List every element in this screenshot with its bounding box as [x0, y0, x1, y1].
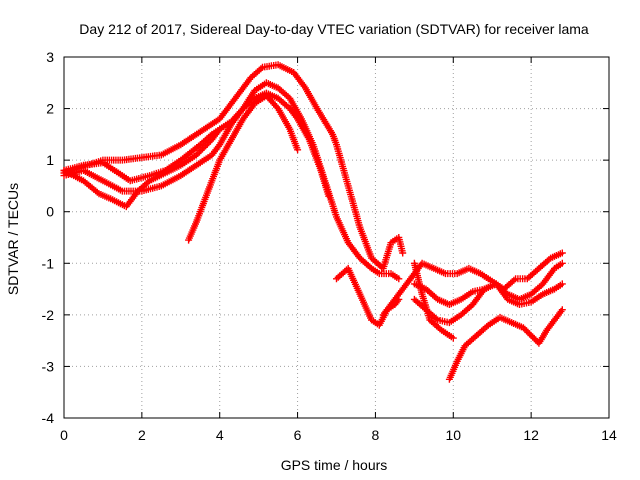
x-tick-label: 12: [523, 427, 539, 443]
y-tick-label: -4: [42, 410, 55, 426]
data-series-group: [185, 92, 302, 244]
data-point-markers: [60, 125, 224, 211]
x-tick-label: 0: [60, 427, 68, 443]
x-tick-label: 2: [138, 427, 146, 443]
y-axis-label: SDTVAR / TECUs: [5, 183, 21, 295]
y-tick-label: 1: [46, 152, 54, 168]
data-series-group: [445, 306, 566, 383]
x-tick-label: 4: [216, 427, 224, 443]
data-point-markers: [185, 92, 302, 244]
data-point-markers: [60, 79, 403, 283]
y-tick-label: 0: [46, 204, 54, 220]
data-series-group: [60, 79, 403, 283]
data-series-group: [410, 280, 566, 327]
y-tick-label: -2: [42, 307, 55, 323]
x-tick-label: 10: [445, 427, 461, 443]
y-tick-label: -1: [42, 255, 55, 271]
x-tick-label: 6: [294, 427, 302, 443]
grid-layer: [64, 57, 609, 418]
data-point-markers: [410, 280, 566, 327]
plot-frame: [63, 56, 610, 419]
y-tick-label: 2: [46, 101, 54, 117]
chart-title: Day 212 of 2017, Sidereal Day-to-day VTE…: [79, 21, 589, 37]
x-tick-label: 14: [601, 427, 617, 443]
x-axis-label: GPS time / hours: [281, 457, 388, 473]
data-series-group: [60, 125, 224, 211]
data-point-markers: [445, 306, 566, 383]
y-tick-label: -3: [42, 358, 55, 374]
x-tick-label: 8: [372, 427, 380, 443]
data-series-group: [410, 259, 457, 342]
y-tick-label: 3: [46, 49, 54, 65]
data-point-markers: [410, 259, 457, 342]
data-series: [60, 61, 566, 383]
